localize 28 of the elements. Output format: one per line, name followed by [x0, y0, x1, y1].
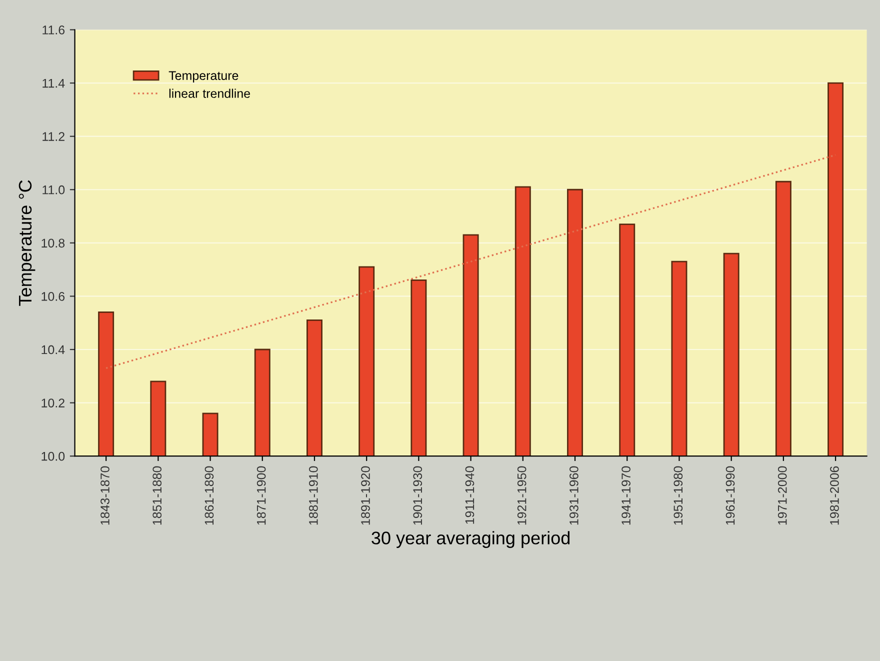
y-tick-label: 10.6: [42, 292, 65, 301]
y-tick-label: 11.2: [42, 132, 64, 141]
y-tick-label: 10.2: [42, 398, 64, 408]
y-tick-label: 10.8: [42, 238, 65, 248]
x-axis-title: 30 year averaging period: [372, 531, 570, 548]
x-tick-label: 1981-2006: [830, 466, 839, 525]
x-tick-label: 1941-1970: [622, 466, 630, 525]
y-tick-label: 10.0: [42, 452, 65, 461]
x-tick-label: 1911-1940: [465, 466, 474, 524]
y-tick-label: 11.0: [42, 185, 65, 194]
x-tick-label: 1961-1990: [726, 466, 735, 525]
x-tick-label: 1971-2000: [778, 466, 787, 525]
x-tick-label: 1951-1980: [674, 466, 683, 525]
x-tick-label: 1921-1950: [517, 466, 526, 525]
x-tick-label: 1931-1960: [570, 466, 578, 525]
y-tick-label: 10.4: [42, 345, 65, 354]
y-tick-label: 11.4: [42, 78, 65, 88]
x-tick-label: 1881-1910: [308, 466, 318, 525]
legend-label: Temperature: [168, 71, 238, 82]
x-tick-label: 1901-1930: [413, 466, 422, 525]
x-tick-label: 1891-1920: [361, 466, 370, 525]
y-axis-title: Temperature °C: [18, 180, 36, 306]
x-tick-label: 1851-1880: [152, 466, 162, 525]
x-tick-label: 1861-1890: [204, 466, 214, 525]
x-tick-label: 1871-1900: [256, 466, 266, 525]
x-tick-label: 1843-1870: [100, 466, 110, 525]
y-tick-label: 11.6: [42, 26, 65, 34]
legend-label: linear trendline: [169, 88, 250, 98]
